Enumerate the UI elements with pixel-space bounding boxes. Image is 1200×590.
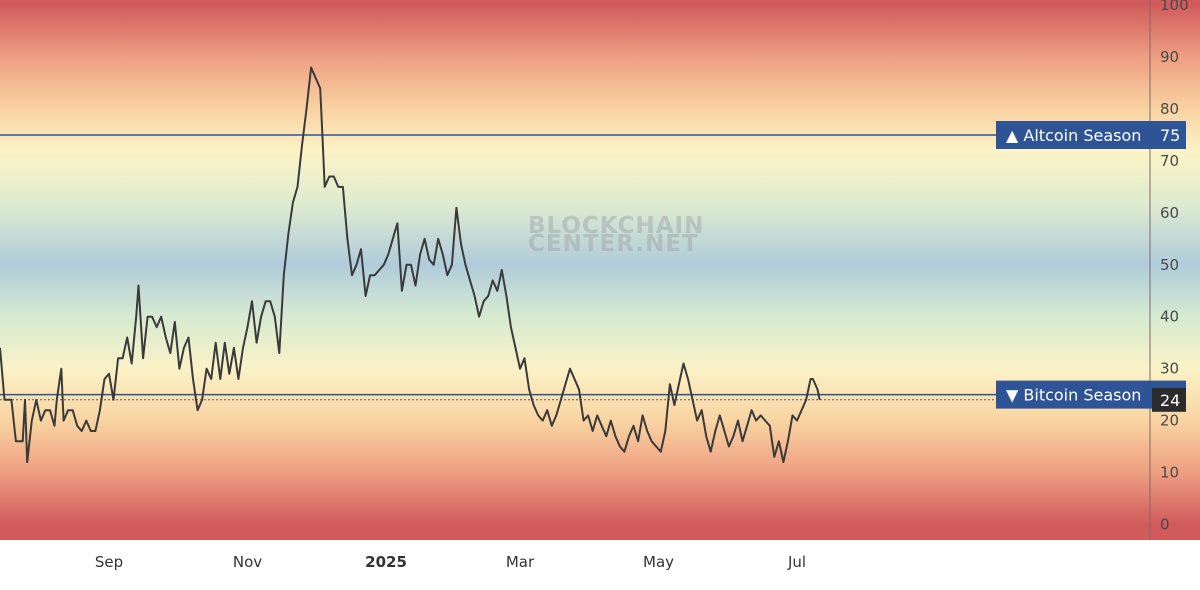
series-line-0 <box>0 66 821 464</box>
y-tick-label-70: 70 <box>1160 152 1179 170</box>
y-tick-label-90: 90 <box>1160 48 1179 66</box>
y-tick-label-60: 60 <box>1160 204 1179 222</box>
x-tick-label-Sep: Sep <box>95 553 123 571</box>
y-tick-label-100: 100 <box>1160 0 1189 14</box>
x-tick-label-2025: 2025 <box>365 553 407 571</box>
tag-box-75 <box>996 121 1152 149</box>
current-value-label: 24 <box>1160 391 1180 410</box>
y-tick-label-0: 0 <box>1160 515 1170 533</box>
y-tick-labels: 0 10 20 30 40 50 60 70 80 90 100 <box>1160 0 1189 533</box>
x-tick-label-Mar: Mar <box>506 553 535 571</box>
y-tick-label-80: 80 <box>1160 100 1179 118</box>
tag-value-75: 75 <box>1160 126 1180 145</box>
x-tick-labels: Sep Nov 2025 Mar May Jul <box>95 553 806 571</box>
watermark: BLOCKCHAIN CENTER.NET <box>528 213 704 257</box>
tag-label-75: ▲ Altcoin Season <box>1006 126 1141 145</box>
tag-label-25: ▼ Bitcoin Season <box>1006 386 1141 405</box>
watermark-line-1: BLOCKCHAIN <box>528 213 704 239</box>
y-tick-label-50: 50 <box>1160 256 1179 274</box>
x-tick-label-May: May <box>643 553 674 571</box>
watermark-line-2: CENTER.NET <box>528 231 699 257</box>
y-tick-label-10: 10 <box>1160 464 1179 482</box>
y-axis-background <box>1150 0 1200 540</box>
y-tick-label-20: 20 <box>1160 412 1179 430</box>
y-tick-label-40: 40 <box>1160 308 1179 326</box>
x-axis-background <box>0 540 1200 590</box>
y-tick-label-30: 30 <box>1160 360 1179 378</box>
x-tick-label-Nov: Nov <box>233 553 262 571</box>
reference-lines <box>0 134 1150 401</box>
current-value-box <box>1152 387 1186 412</box>
series-group <box>0 66 821 464</box>
x-tick-label-Jul: Jul <box>787 553 806 571</box>
tag-value-box-75 <box>1152 121 1186 149</box>
plot-background <box>0 0 1150 540</box>
tag-box-25 <box>996 380 1152 409</box>
